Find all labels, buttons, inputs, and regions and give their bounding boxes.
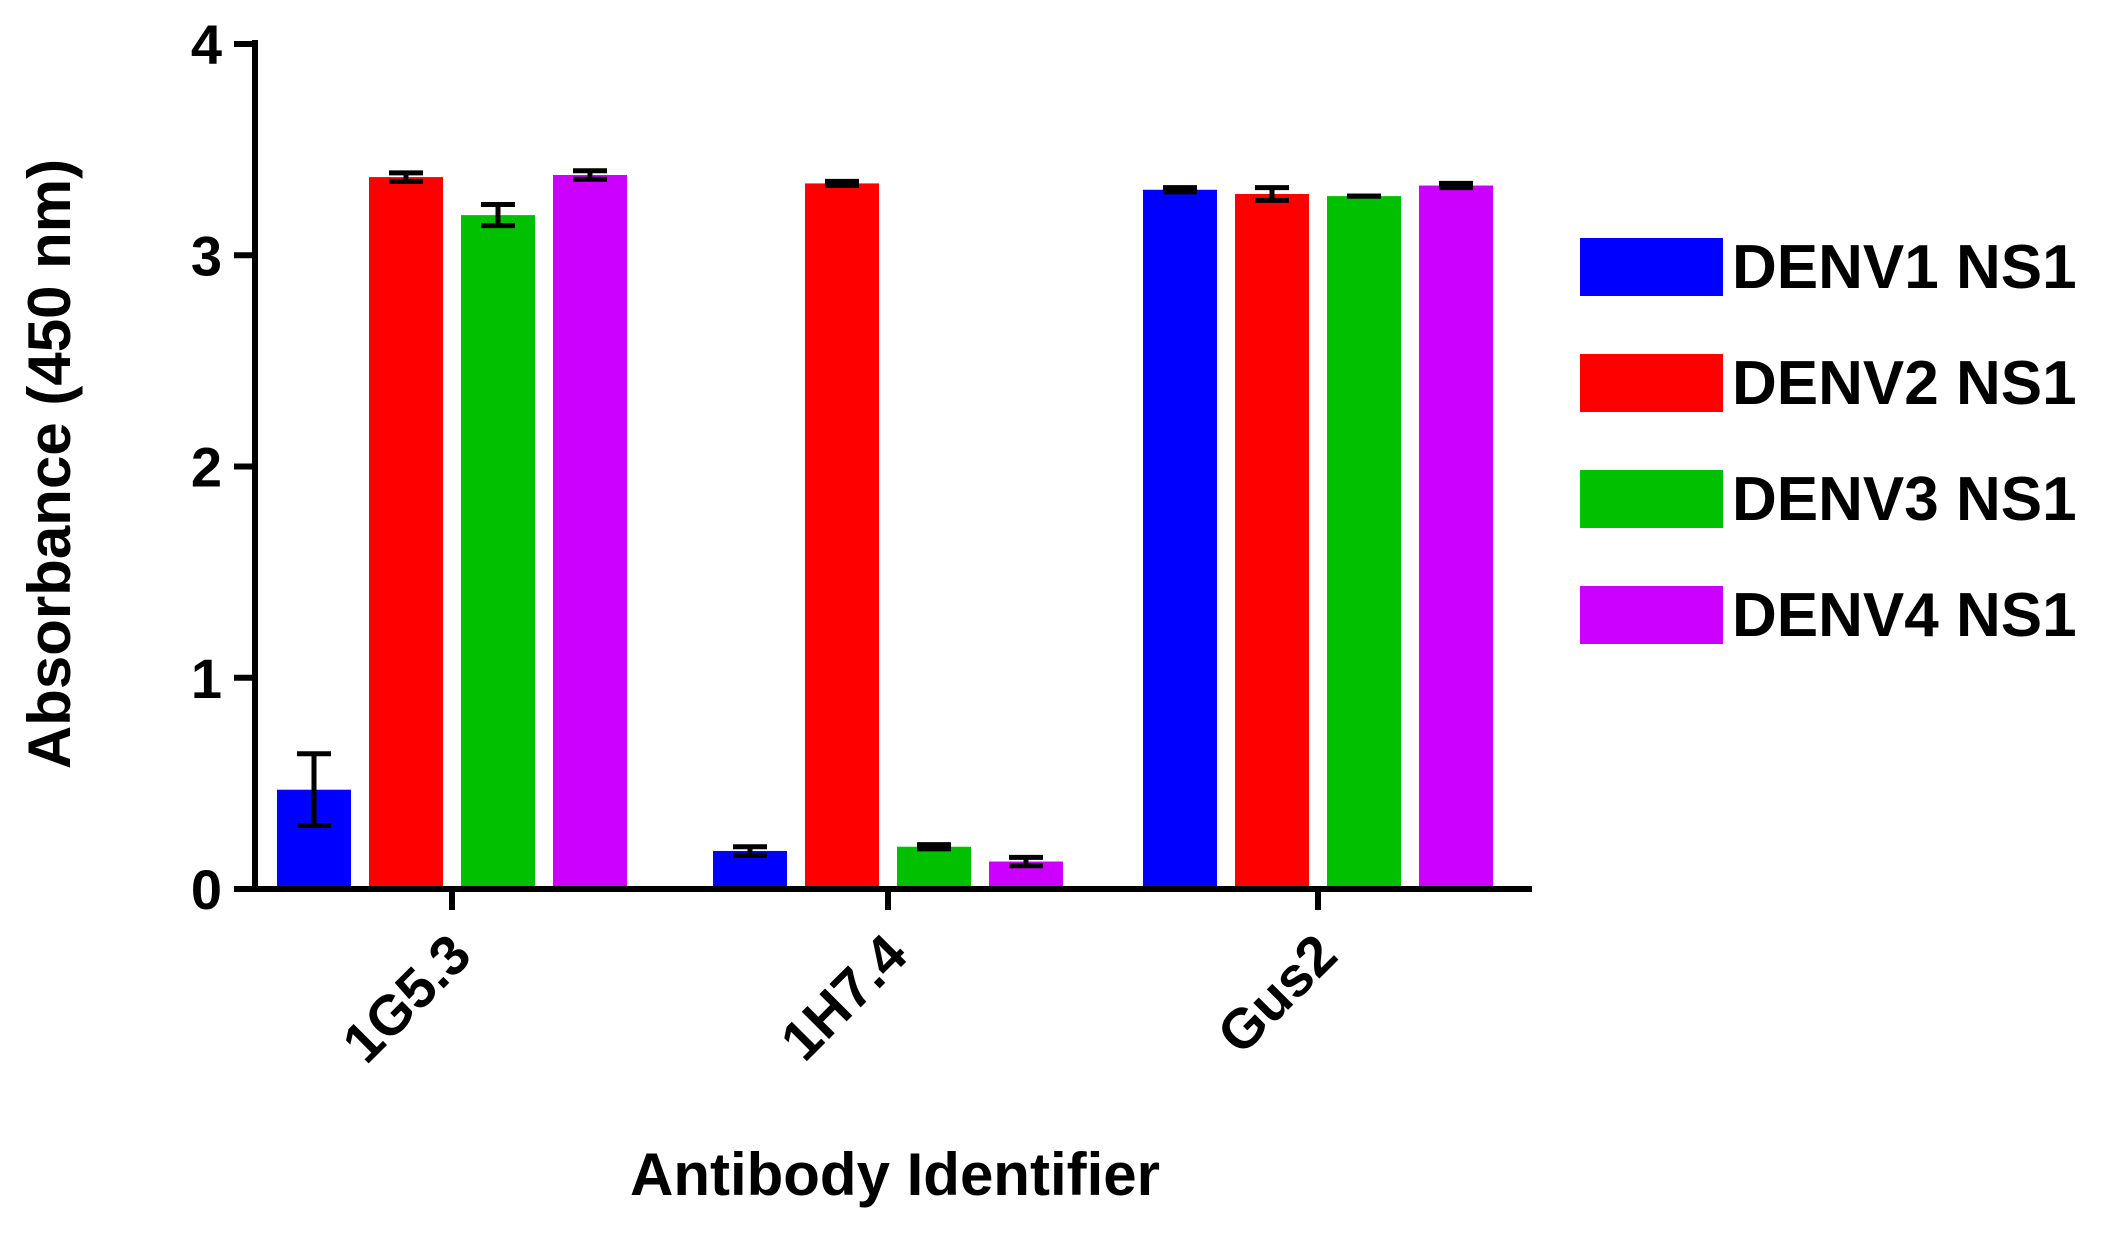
error-bar-denv1-ns1-1h7-4 bbox=[733, 844, 767, 858]
legend-item-denv1-ns1: DENV1 NS1 bbox=[1580, 233, 2077, 302]
bar-denv3-ns1-gus2 bbox=[1327, 196, 1401, 890]
legend-swatch bbox=[1580, 470, 1723, 528]
error-bar-denv2-ns1-1h7-4 bbox=[825, 178, 859, 189]
y-ticks-layer: 0 1 2 3 4 bbox=[191, 13, 255, 921]
legend-swatch bbox=[1580, 238, 1723, 296]
error-bar-denv4-ns1-1h7-4 bbox=[1009, 854, 1043, 869]
x-tick-label: Gus2 bbox=[1205, 922, 1349, 1066]
y-tick-label: 1 bbox=[191, 647, 222, 710]
y-tick-label: 2 bbox=[191, 436, 222, 499]
error-bar-denv1-ns1-gus2 bbox=[1163, 185, 1197, 195]
error-bar-denv2-ns1-1g5-3 bbox=[389, 170, 423, 184]
y-tick-label: 3 bbox=[191, 224, 222, 287]
bar-denv1-ns1-gus2 bbox=[1143, 189, 1217, 889]
legend-label: DENV1 NS1 bbox=[1732, 233, 2077, 302]
bar-denv3-ns1-1h7-4 bbox=[897, 846, 971, 889]
error-bar-denv2-ns1-gus2 bbox=[1255, 185, 1289, 203]
legend-item-denv2-ns1: DENV2 NS1 bbox=[1580, 349, 2077, 418]
error-bar-denv1-ns1-1g5-3 bbox=[297, 751, 331, 829]
bar-denv2-ns1-1g5-3 bbox=[369, 177, 443, 889]
legend-swatch bbox=[1580, 354, 1723, 412]
x-tick-label: 1H7.4 bbox=[768, 922, 918, 1072]
legend-swatch bbox=[1580, 586, 1723, 644]
bar-denv4-ns1-1g5-3 bbox=[553, 174, 627, 890]
error-bars-layer bbox=[297, 168, 1473, 869]
x-axis-title: Antibody Identifier bbox=[630, 1141, 1160, 1208]
error-bar-denv4-ns1-1g5-3 bbox=[573, 168, 607, 182]
legend-label: DENV2 NS1 bbox=[1732, 349, 2077, 418]
bar-denv2-ns1-1h7-4 bbox=[805, 183, 879, 890]
bar-denv4-ns1-gus2 bbox=[1419, 185, 1493, 890]
bar-denv3-ns1-1g5-3 bbox=[461, 215, 535, 890]
y-tick-label: 0 bbox=[191, 858, 222, 921]
legend: DENV1 NS1 DENV2 NS1 DENV3 NS1 DENV4 NS1 bbox=[1580, 233, 2077, 650]
error-bar-denv3-ns1-1h7-4 bbox=[917, 842, 951, 852]
legend-item-denv3-ns1: DENV3 NS1 bbox=[1580, 465, 2077, 534]
bars-layer bbox=[277, 174, 1493, 890]
y-axis-title: Absorbance (450 nm) bbox=[16, 159, 83, 769]
error-bar-denv4-ns1-gus2 bbox=[1439, 180, 1473, 191]
legend-label: DENV3 NS1 bbox=[1732, 465, 2077, 534]
y-tick-label: 4 bbox=[191, 13, 222, 76]
legend-label: DENV4 NS1 bbox=[1732, 581, 2077, 650]
x-tick-label: 1G5.3 bbox=[330, 922, 482, 1074]
legend-item-denv4-ns1: DENV4 NS1 bbox=[1580, 581, 2077, 650]
error-bar-denv3-ns1-1g5-3 bbox=[481, 202, 515, 229]
x-ticks-layer: 1G5.3 1H7.4 Gus2 bbox=[330, 889, 1348, 1074]
bar-denv2-ns1-gus2 bbox=[1235, 193, 1309, 890]
